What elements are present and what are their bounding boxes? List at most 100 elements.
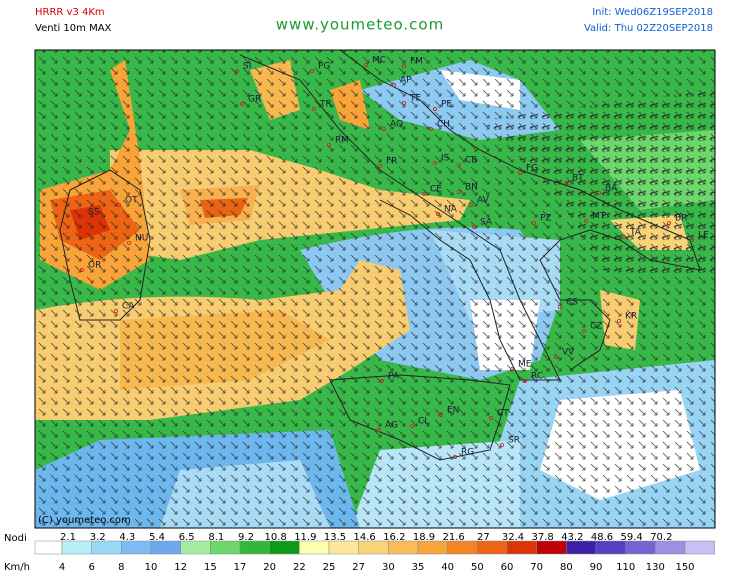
city-dot bbox=[558, 304, 563, 309]
knots-tick-label: 14.6 bbox=[354, 532, 376, 543]
city-label: IS bbox=[441, 154, 450, 164]
city-dot bbox=[127, 240, 132, 245]
city-label: BT bbox=[572, 174, 584, 184]
city-label: AV bbox=[477, 196, 490, 206]
cities: SI PG MC FM AP GR TE PE TR AQ CH RM FR IS CB FG BT BA CE BN… bbox=[80, 56, 709, 459]
city-label: VV bbox=[562, 348, 575, 358]
city-dot bbox=[564, 180, 569, 185]
city-label: NU bbox=[135, 234, 148, 244]
site-name: www.youmeteo.com bbox=[276, 16, 444, 34]
city-dot bbox=[488, 415, 493, 420]
kmh-tick-label: 150 bbox=[675, 562, 694, 573]
city-dot bbox=[523, 378, 528, 383]
city-label: SA bbox=[480, 218, 493, 228]
city-label: PG bbox=[318, 62, 330, 72]
legend-swatch bbox=[684, 540, 715, 555]
city-dot bbox=[499, 442, 504, 447]
city-dot bbox=[452, 454, 457, 459]
city-label: SR bbox=[508, 436, 520, 446]
city-label: CL bbox=[418, 417, 429, 427]
kmh-tick-label: 6 bbox=[88, 562, 94, 573]
kmh-tick-label: 70 bbox=[530, 562, 543, 573]
field-name: Venti 10m MAX bbox=[35, 23, 112, 34]
city-dot bbox=[468, 202, 473, 207]
city-label: ME bbox=[518, 360, 532, 370]
knots-tick-label: 32.4 bbox=[502, 532, 524, 543]
city-label: GR bbox=[248, 95, 261, 105]
city-label: CE bbox=[430, 185, 442, 195]
kmh-tick-label: 27 bbox=[352, 562, 365, 573]
knots-tick-label: 13.5 bbox=[324, 532, 346, 543]
knots-tick-label: 70.2 bbox=[650, 532, 672, 543]
city-label: RM bbox=[335, 136, 349, 146]
city-dot bbox=[311, 107, 316, 112]
knots-tick-label: 27 bbox=[477, 532, 490, 543]
knots-tick-label: 18.9 bbox=[413, 532, 435, 543]
knots-tick-label: 16.2 bbox=[383, 532, 405, 543]
city-dot bbox=[234, 69, 239, 74]
city-label: CA bbox=[122, 302, 135, 312]
copyright: (C) youmeteo.com bbox=[38, 515, 131, 526]
kmh-tick-label: 22 bbox=[293, 562, 306, 573]
city-dot bbox=[597, 190, 602, 195]
city-dot bbox=[391, 83, 396, 88]
knots-tick-label: 59.4 bbox=[621, 532, 643, 543]
kmh-tick-label: 20 bbox=[263, 562, 276, 573]
city-label: OR bbox=[88, 261, 101, 271]
kmh-tick-label: 80 bbox=[560, 562, 573, 573]
city-label: CS bbox=[566, 298, 578, 308]
city-label: FM bbox=[410, 57, 423, 67]
city-label: CB bbox=[465, 156, 477, 166]
city-dot bbox=[376, 427, 381, 432]
city-label: SI bbox=[243, 62, 251, 72]
map-frame bbox=[34, 49, 716, 529]
city-label: CH bbox=[437, 120, 450, 130]
knots-tick-label: 8.1 bbox=[208, 532, 224, 543]
knots-tick-label: 37.8 bbox=[532, 532, 554, 543]
kmh-tick-label: 12 bbox=[174, 562, 187, 573]
knots-tick-label: 10.8 bbox=[265, 532, 287, 543]
kmh-tick-label: 110 bbox=[616, 562, 635, 573]
kmh-tick-label: 30 bbox=[382, 562, 395, 573]
city-label: FR bbox=[386, 157, 397, 167]
kmh-tick-label: 4 bbox=[59, 562, 65, 573]
knots-tick-label: 6.5 bbox=[179, 532, 195, 543]
city-label: MC bbox=[372, 56, 386, 66]
knots-tick-label: 4.3 bbox=[119, 532, 135, 543]
city-dot bbox=[428, 127, 433, 132]
city-dot bbox=[114, 308, 119, 313]
legend-swatch bbox=[34, 540, 63, 555]
city-label: BA bbox=[605, 184, 618, 194]
knots-tick-label: 5.4 bbox=[149, 532, 165, 543]
init-time: Init: Wed06Z19SEP2018 bbox=[592, 7, 713, 18]
city-dot bbox=[456, 189, 461, 194]
city-dot bbox=[518, 170, 523, 175]
city-dot bbox=[456, 162, 461, 167]
kmh-tick-label: 8 bbox=[118, 562, 124, 573]
city-label: MT bbox=[592, 212, 606, 222]
kmh-label: Km/h bbox=[4, 562, 30, 573]
city-label: RG bbox=[461, 448, 474, 458]
kmh-tick-label: 25 bbox=[323, 562, 336, 573]
knots-tick-label: 43.2 bbox=[561, 532, 583, 543]
city-label: AG bbox=[385, 421, 398, 431]
city-dot bbox=[584, 218, 589, 223]
city-dot bbox=[409, 423, 414, 428]
city-dot bbox=[690, 237, 695, 242]
city-label: RC bbox=[531, 372, 543, 382]
city-label: EN bbox=[447, 406, 459, 416]
knots-tick-label: 2.1 bbox=[60, 532, 76, 543]
city-dot bbox=[435, 211, 440, 216]
knots-tick-label: 11.9 bbox=[294, 532, 316, 543]
city-label: TA bbox=[629, 228, 642, 238]
valid-time: Valid: Thu 02Z20SEP2018 bbox=[584, 23, 713, 34]
city-dot bbox=[617, 318, 622, 323]
knots-label: Nodi bbox=[4, 533, 27, 544]
kmh-tick-label: 10 bbox=[145, 562, 158, 573]
city-dot bbox=[438, 412, 443, 417]
city-dot bbox=[381, 127, 386, 132]
city-dot bbox=[80, 267, 85, 272]
city-dot bbox=[471, 224, 476, 229]
city-label: AQ bbox=[390, 120, 403, 130]
